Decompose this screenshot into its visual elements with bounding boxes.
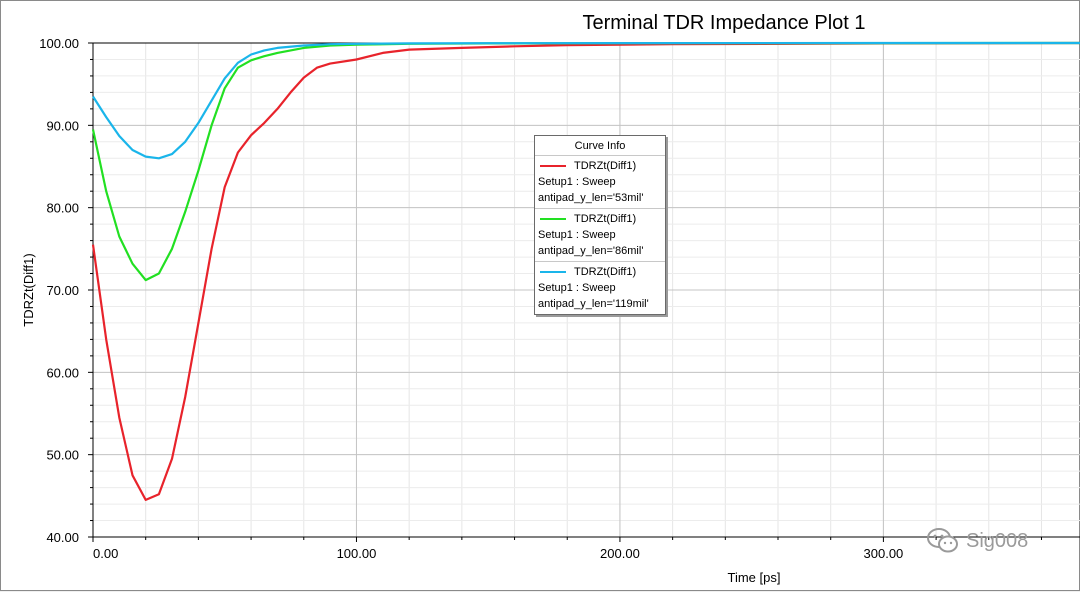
legend-setup: Setup1 : Sweep bbox=[538, 176, 616, 188]
legend-swatch bbox=[540, 165, 566, 167]
x-axis-label: Time [ps] bbox=[728, 570, 781, 585]
series-line-3 bbox=[92, 41, 1080, 160]
legend-series-name: TDRZt(Diff1) bbox=[574, 160, 637, 172]
y-tick-label: 70.00 bbox=[46, 283, 79, 298]
x-tick-label: 200.00 bbox=[600, 546, 640, 561]
legend-row: TDRZt(Diff1) bbox=[538, 211, 662, 227]
watermark: Sig008 bbox=[926, 527, 1028, 555]
y-tick-label: 100.00 bbox=[39, 36, 79, 51]
legend-swatch bbox=[540, 218, 566, 220]
legend-title: Curve Info bbox=[535, 136, 665, 156]
legend-entry-1[interactable]: TDRZt(Diff1) Setup1 : Sweep antipad_y_len=… bbox=[535, 156, 665, 209]
legend[interactable]: Curve Info TDRZt(Diff1) Setup1 : Sweep ant… bbox=[534, 135, 666, 315]
legend-row: TDRZt(Diff1) bbox=[538, 158, 662, 174]
legend-setup: Setup1 : Sweep bbox=[538, 229, 616, 241]
x-tick-label: 100.00 bbox=[337, 546, 377, 561]
y-tick-label: 80.00 bbox=[46, 201, 79, 216]
y-tick-label: 40.00 bbox=[46, 530, 79, 545]
x-tick-label: 0.00 bbox=[93, 546, 118, 561]
x-tick-label: 300.00 bbox=[864, 546, 904, 561]
legend-series-name: TDRZt(Diff1) bbox=[574, 213, 637, 225]
legend-entry-3[interactable]: TDRZt(Diff1) Setup1 : Sweep antipad_y_len=… bbox=[535, 262, 665, 314]
y-axis-label: TDRZt(Diff1) bbox=[21, 253, 36, 326]
legend-setup: Setup1 : Sweep bbox=[538, 282, 616, 294]
y-tick-label: 50.00 bbox=[46, 448, 79, 463]
legend-entry-2[interactable]: TDRZt(Diff1) Setup1 : Sweep antipad_y_len=… bbox=[535, 209, 665, 262]
series-line-1 bbox=[91, 41, 1080, 501]
y-tick-label: 60.00 bbox=[46, 365, 79, 380]
legend-param: antipad_y_len='53mil' bbox=[538, 192, 644, 204]
legend-param: antipad_y_len='86mil' bbox=[538, 245, 644, 257]
chart-title: Terminal TDR Impedance Plot 1 bbox=[582, 12, 865, 34]
legend-series-name: TDRZt(Diff1) bbox=[574, 266, 637, 278]
y-tick-label: 90.00 bbox=[46, 118, 79, 133]
legend-swatch bbox=[540, 271, 566, 273]
legend-param: antipad_y_len='119mil' bbox=[538, 298, 649, 310]
watermark-text: Sig008 bbox=[966, 529, 1029, 552]
series bbox=[91, 41, 1080, 501]
legend-row: TDRZt(Diff1) bbox=[538, 264, 662, 280]
tick-labels: 40.00 50.00 60.00 70.00 80.00 90.00 100.00 0.00… bbox=[39, 36, 903, 561]
wechat-icon bbox=[927, 528, 958, 553]
